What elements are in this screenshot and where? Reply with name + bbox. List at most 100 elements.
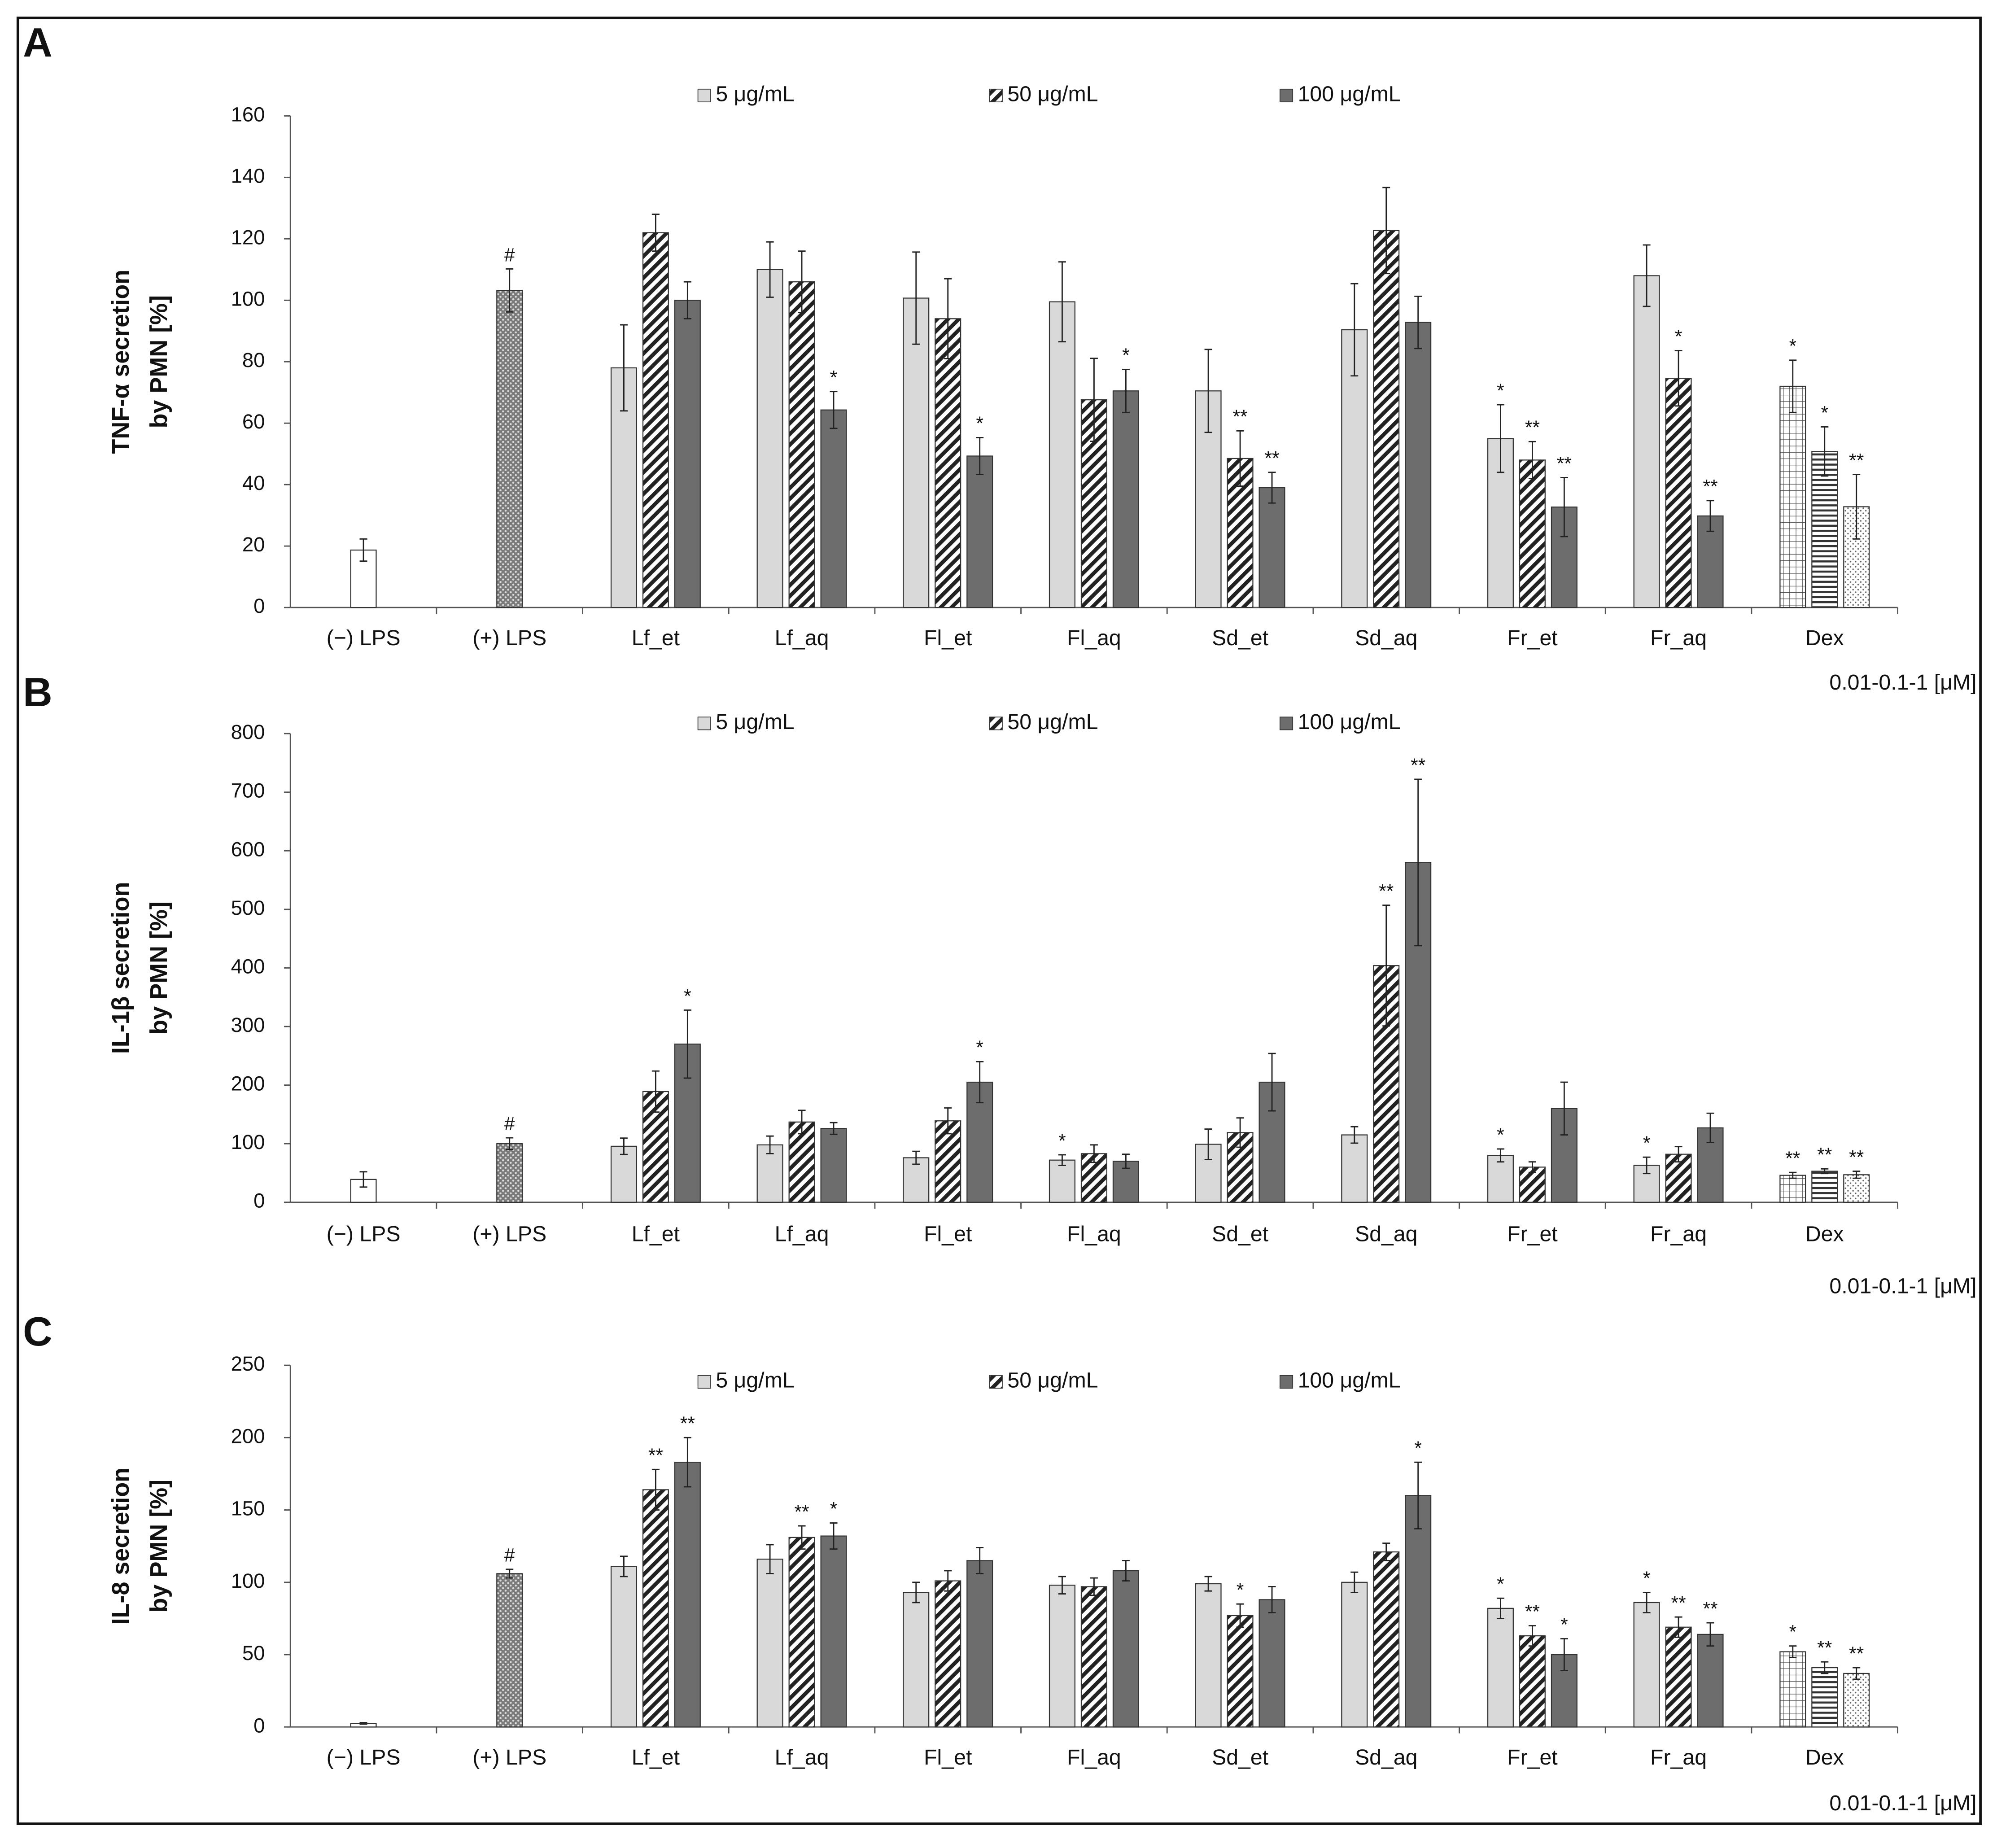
bar [496,290,523,608]
x-note: 0.01-0.1-1 [μM] [1829,1791,1976,1815]
bar [1519,1635,1546,1728]
significance-mark: * [1122,345,1130,366]
bar [1259,487,1285,608]
x-tick-label: Fl_aq [1067,626,1121,650]
bar [1341,1134,1368,1203]
bar [935,1120,961,1203]
significance-mark: ** [1849,450,1864,471]
legend-label: 100 μg/mL [1298,82,1401,106]
bar [496,1143,523,1203]
bar [1779,1175,1806,1203]
bar [1633,1602,1660,1728]
y-tick-label: 300 [231,1014,265,1036]
legend-swatch [697,716,711,730]
significance-mark: # [504,244,515,266]
panel-letter: B [23,670,52,715]
bar [1811,1667,1838,1728]
bar [820,1535,847,1728]
x-tick-label: Lf_aq [775,626,829,650]
bar [496,1573,523,1728]
significance-mark: ** [1849,1643,1864,1665]
frame [16,16,1982,1825]
x-tick-label: Fr_et [1507,1745,1558,1769]
significance-mark: ** [1703,476,1717,498]
bar [674,300,701,608]
x-tick-label: (+) LPS [472,626,546,650]
significance-mark: ** [1379,881,1394,902]
legend-swatch [1279,1375,1293,1389]
significance-mark: ** [1671,1592,1686,1614]
bar [788,1121,815,1203]
y-tick-label: 0 [253,1189,265,1212]
y-tick-label: 80 [242,349,265,371]
bar [756,1559,783,1728]
x-tick-label: Fr_aq [1650,626,1707,650]
y-tick-label: 50 [242,1642,265,1665]
significance-mark: ** [1703,1598,1717,1620]
y-tick-label: 120 [231,226,265,249]
bar [1112,390,1139,608]
bar [1195,1583,1222,1728]
significance-mark: ** [1785,1148,1800,1169]
x-tick-label: Fl_et [924,1222,972,1246]
significance-mark: * [1497,1124,1504,1146]
y-tick-label: 250 [231,1352,265,1375]
y-tick-label: 600 [231,838,265,861]
x-tick-label: (+) LPS [472,1745,546,1769]
y-tick-label: 160 [231,103,265,126]
significance-mark: * [1237,1579,1244,1601]
significance-mark: ** [1817,1144,1832,1166]
bar [1049,301,1075,608]
significance-mark: * [1643,1132,1651,1154]
bar [1080,1586,1107,1728]
bar [1665,378,1692,608]
y-tick-label: 0 [253,1714,265,1737]
bar [1811,1171,1838,1203]
bar [1697,1634,1724,1728]
x-tick-label: Lf_et [632,1745,680,1769]
bar [1843,1673,1870,1728]
panel-letter: C [23,1309,52,1354]
bar [1049,1159,1075,1203]
significance-mark: ** [794,1501,809,1523]
significance-mark: * [684,985,691,1007]
y-axis-label: IL-8 secretion [107,1468,134,1625]
x-tick-label: Fr_et [1507,626,1558,650]
bar [966,1560,993,1728]
significance-mark: ** [680,1413,695,1434]
x-tick-label: Dex [1805,626,1844,650]
bar [935,318,961,608]
bar [756,1144,783,1203]
x-tick-label: Sd_aq [1355,1745,1418,1769]
bar [1811,451,1838,608]
legend-label: 50 μg/mL [1007,82,1098,106]
x-tick-label: Dex [1805,1745,1844,1769]
legend-label: 100 μg/mL [1298,710,1401,734]
y-tick-label: 140 [231,164,265,187]
x-tick-label: Fr_et [1507,1222,1558,1246]
x-tick-label: Fl_et [924,626,972,650]
bar [1341,1582,1368,1728]
significance-mark: * [1789,336,1796,357]
significance-mark: * [1414,1437,1422,1459]
significance-mark: ** [1557,453,1572,474]
significance-mark: ** [1525,1601,1540,1622]
bar [1259,1599,1285,1728]
bar [788,281,815,608]
bar [1487,1608,1514,1728]
legend-label: 5 μg/mL [716,1368,794,1393]
legend-swatch [989,1375,1003,1389]
bar [1487,1155,1514,1203]
y-tick-label: 400 [231,955,265,978]
x-tick-label: (−) LPS [327,1745,401,1769]
x-tick-label: Sd_aq [1355,626,1418,650]
significance-mark: ** [1264,448,1279,469]
y-tick-label: 20 [242,533,265,556]
y-tick-label: 40 [242,472,265,494]
bar [674,1462,701,1728]
x-tick-label: Fl_et [924,1745,972,1769]
bar [1633,275,1660,608]
y-tick-label: 200 [231,1424,265,1447]
x-tick-label: (−) LPS [327,1222,401,1246]
significance-mark: * [1497,380,1504,402]
